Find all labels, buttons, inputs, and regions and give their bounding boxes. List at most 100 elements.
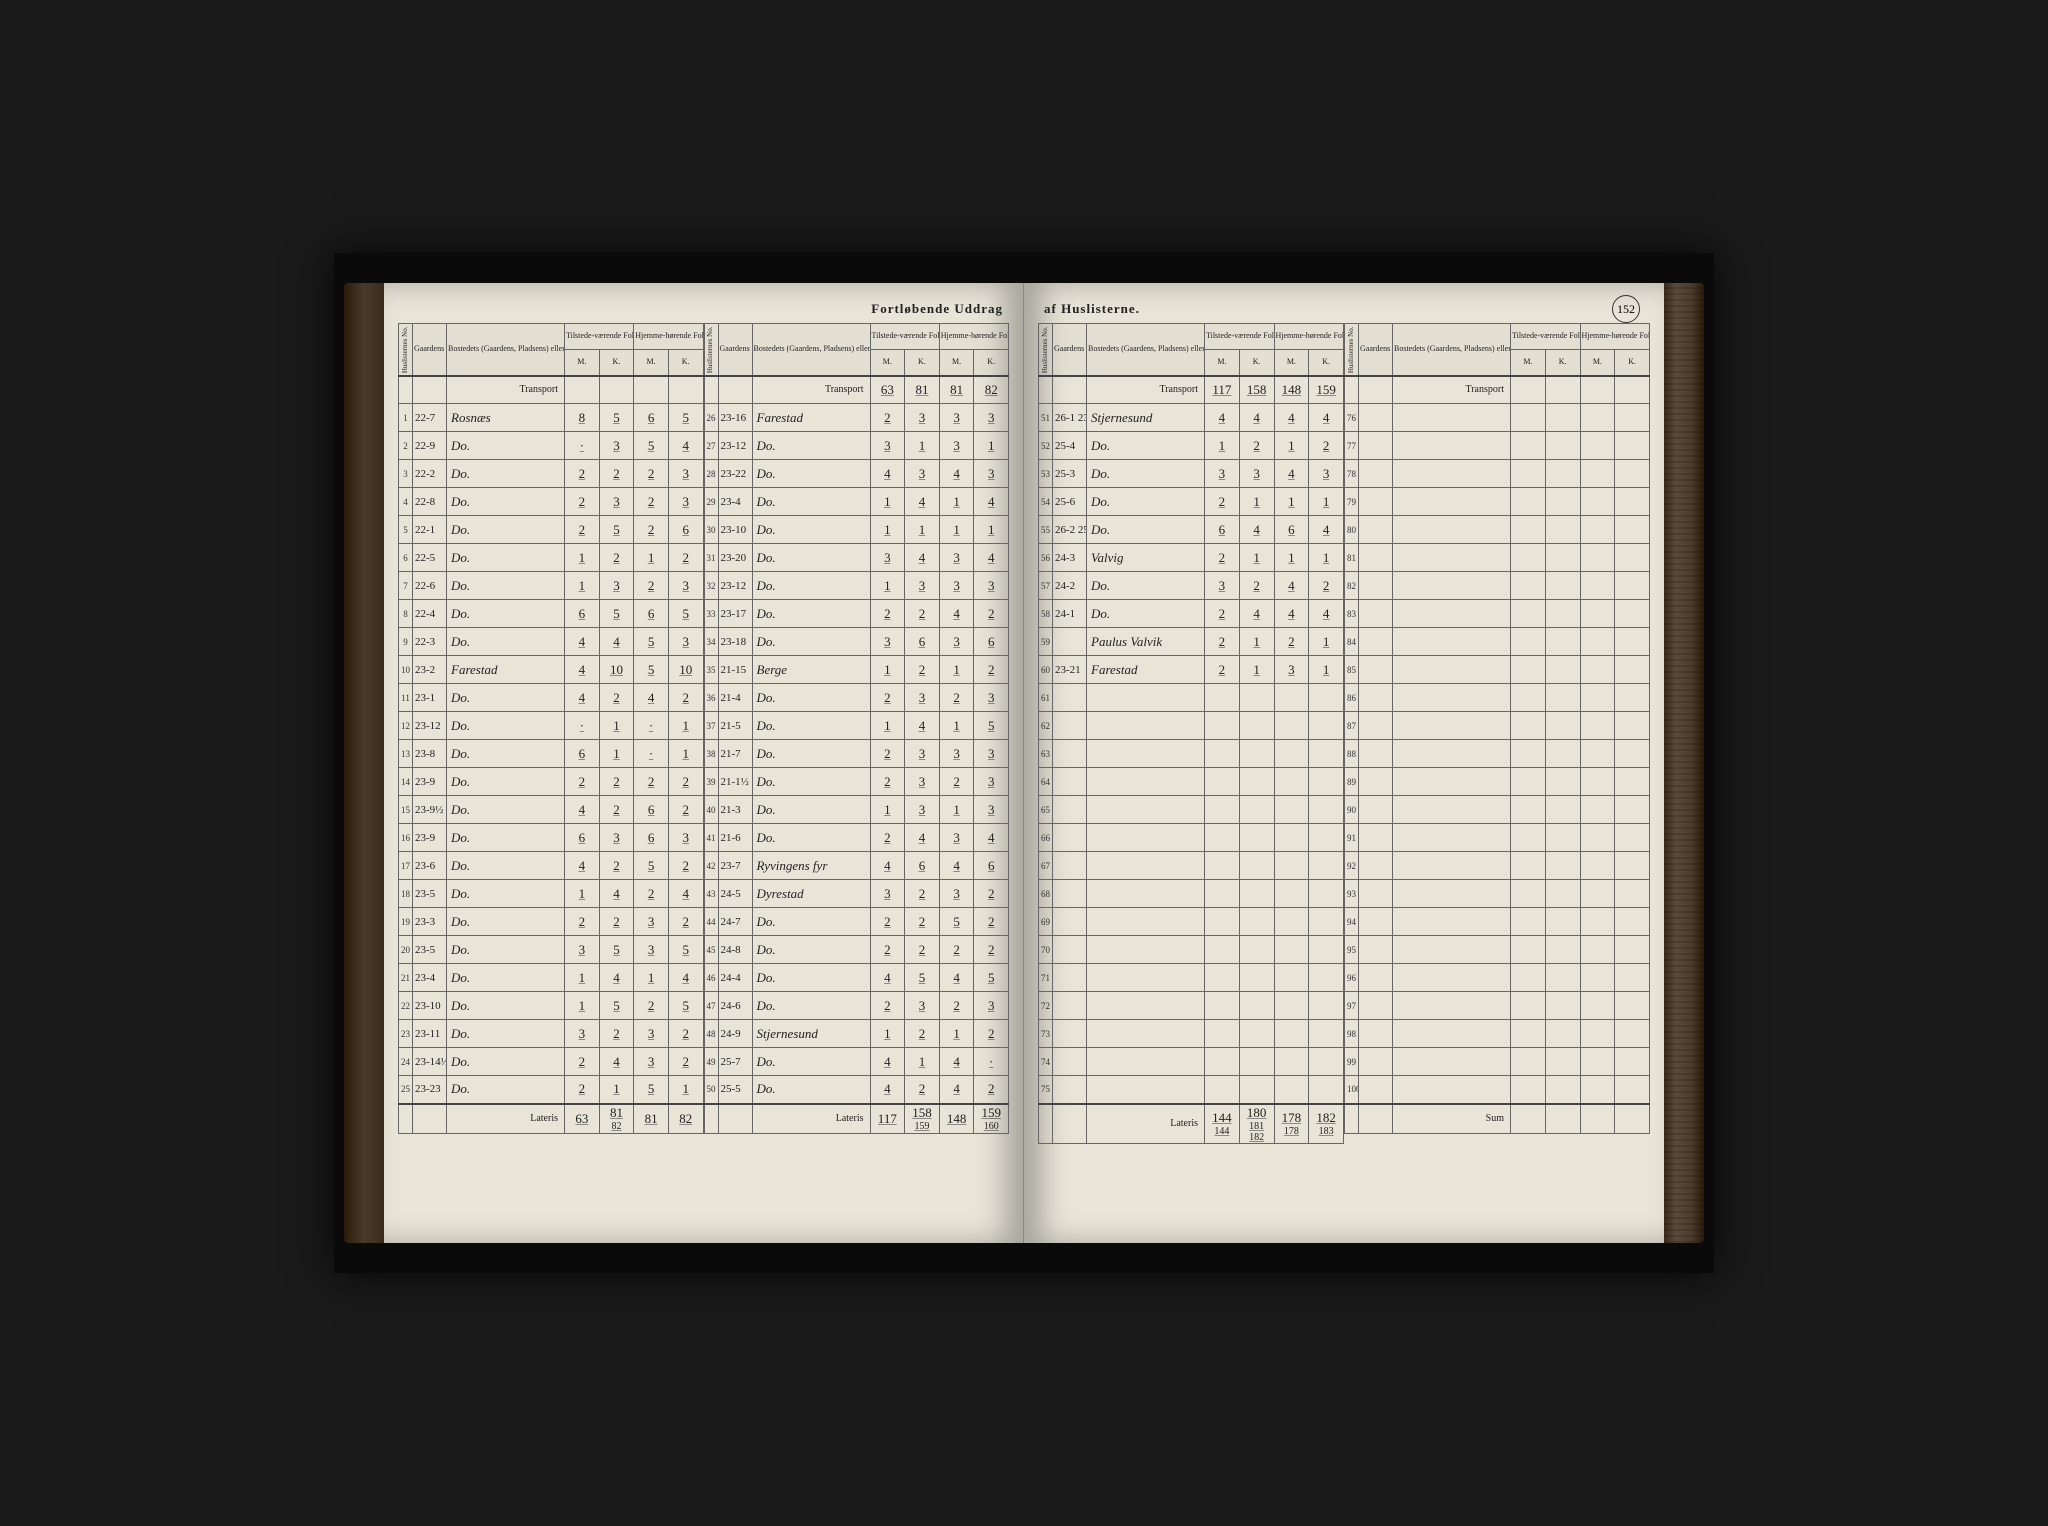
count-value: 3 (939, 628, 974, 656)
transport-value: 158 (1239, 376, 1274, 404)
count-value (1511, 404, 1546, 432)
row-number: 36 (704, 684, 718, 712)
count-value: 1 (1205, 432, 1240, 460)
count-value: 3 (939, 880, 974, 908)
place-name: Do. (752, 544, 870, 572)
gaard-number: 25-5 (718, 1076, 752, 1104)
row-number: 29 (704, 488, 718, 516)
ledger-table: Huslisternes No.Gaardens No. og Brugs-No… (704, 323, 1010, 1134)
count-value: 3 (939, 740, 974, 768)
place-name: Do. (752, 1076, 870, 1104)
row-number: 24 (399, 1048, 413, 1076)
gaard-number (1053, 1076, 1087, 1104)
count-value (1615, 908, 1650, 936)
count-value (1309, 1076, 1344, 1104)
place-name (1087, 740, 1205, 768)
gaard-number (1359, 880, 1393, 908)
count-value: 1 (870, 572, 905, 600)
col-m: M. (1205, 349, 1240, 376)
place-name: Stjernesund (752, 1020, 870, 1048)
place-name: Ryvingens fyr (752, 852, 870, 880)
transport-value: 159 (1309, 376, 1344, 404)
count-value: 2 (905, 1076, 940, 1104)
gaard-number (1053, 1020, 1087, 1048)
row-number: 88 (1345, 740, 1359, 768)
count-value: 6 (974, 852, 1009, 880)
count-value (1274, 740, 1309, 768)
place-name (1393, 684, 1511, 712)
table-row: 78 (1345, 460, 1650, 488)
table-row: 5624-3Valvig2111 (1039, 544, 1344, 572)
table-row: 2623-16Farestad2333 (704, 404, 1009, 432)
count-value: 10 (599, 656, 634, 684)
count-value: 3 (599, 572, 634, 600)
place-name: Do. (447, 740, 565, 768)
count-value: 6 (668, 516, 703, 544)
place-name: Rosnæs (447, 404, 565, 432)
row-number: 45 (704, 936, 718, 964)
spine-left (344, 283, 384, 1243)
count-value: 6 (905, 628, 940, 656)
count-value: · (634, 712, 669, 740)
place-name: Do. (447, 768, 565, 796)
count-value: 2 (599, 460, 634, 488)
count-value (1615, 656, 1650, 684)
place-name: Berge (752, 656, 870, 684)
count-value: 5 (634, 852, 669, 880)
count-value (1545, 1020, 1580, 1048)
gaard-number (1359, 572, 1393, 600)
place-name (1393, 740, 1511, 768)
count-value: 1 (634, 544, 669, 572)
table-row: 65 (1039, 796, 1344, 824)
gaard-number (1359, 544, 1393, 572)
count-value: 5 (668, 992, 703, 1020)
count-value: · (634, 740, 669, 768)
lateris-value: 180181182 (1239, 1104, 1274, 1144)
place-name: Do. (447, 880, 565, 908)
table-row: 722-6Do.1323 (399, 572, 704, 600)
gaard-number (1359, 460, 1393, 488)
count-value (1580, 880, 1615, 908)
count-value (1205, 796, 1240, 824)
count-value: 4 (939, 1076, 974, 1104)
table-row: 81 (1345, 544, 1650, 572)
count-value: 2 (1205, 544, 1240, 572)
place-name (1087, 936, 1205, 964)
count-value: 2 (668, 852, 703, 880)
count-value: 3 (974, 768, 1009, 796)
gaard-number (1359, 404, 1393, 432)
place-name (1393, 936, 1511, 964)
count-value: 2 (1205, 628, 1240, 656)
count-value: 4 (599, 628, 634, 656)
count-value: 1 (1274, 432, 1309, 460)
count-value: 2 (1239, 572, 1274, 600)
gaard-number: 23-11 (413, 1020, 447, 1048)
table-row: 59Paulus Valvik2121 (1039, 628, 1344, 656)
gaard-number: 23-3 (413, 908, 447, 936)
table-row: 84 (1345, 628, 1650, 656)
row-number: 13 (399, 740, 413, 768)
gaard-number: 23-4 (718, 488, 752, 516)
count-value: 4 (905, 488, 940, 516)
row-number: 40 (704, 796, 718, 824)
place-name (1087, 712, 1205, 740)
count-value (1511, 824, 1546, 852)
col-m: M. (1580, 349, 1615, 376)
table-row: 5325-3Do.3343 (1039, 460, 1344, 488)
row-number: 71 (1039, 964, 1053, 992)
table-row: 99 (1345, 1048, 1650, 1076)
row-number: 21 (399, 964, 413, 992)
row-number: 38 (704, 740, 718, 768)
gaard-number: 22-1 (413, 516, 447, 544)
col-huslisternes: Huslisternes No. (399, 324, 413, 376)
count-value: 3 (668, 628, 703, 656)
count-value (1511, 712, 1546, 740)
place-name: Do. (752, 628, 870, 656)
count-value (1309, 936, 1344, 964)
gaard-number: 23-12 (718, 432, 752, 460)
row-number: 12 (399, 712, 413, 740)
place-name: Do. (752, 600, 870, 628)
count-value: 3 (1274, 656, 1309, 684)
count-value (1580, 908, 1615, 936)
count-value: 2 (939, 684, 974, 712)
